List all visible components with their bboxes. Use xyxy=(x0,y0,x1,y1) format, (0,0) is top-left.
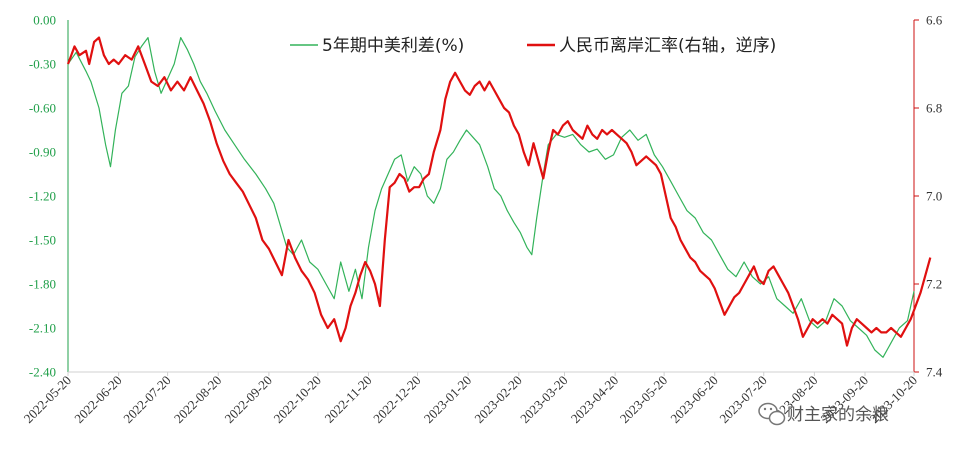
left-tick-label: -1.20 xyxy=(29,189,56,204)
x-tick-label: 2023-04-20 xyxy=(568,373,622,427)
x-tick-label: 2022-06-20 xyxy=(71,373,125,427)
left-tick-label: -0.60 xyxy=(29,101,56,116)
series-layer xyxy=(66,36,932,358)
cnh-series-line xyxy=(66,36,932,347)
x-tick-label: 2023-07-20 xyxy=(716,373,770,427)
x-tick-label: 2022-08-20 xyxy=(171,373,225,427)
left-axis-ticks: 0.00 -0.30 -0.60 -0.90 -1.20 -1.50 -1.80 -2.10 -… xyxy=(29,13,56,380)
legend-label-cnh: 人民币离岸汇率(右轴，逆序) xyxy=(559,36,776,56)
left-tick-label: -2.10 xyxy=(29,321,56,336)
right-axis-ticks: 6.6 6.8 7.0 7.2 7.4 xyxy=(914,13,943,380)
x-tick-label: 2023-05-20 xyxy=(617,373,671,427)
x-tick-label: 2023-02-20 xyxy=(471,373,525,427)
left-tick-label: 0.00 xyxy=(33,13,56,28)
legend-label-spread: 5年期中美利差(%) xyxy=(322,36,464,56)
left-tick-label: -0.30 xyxy=(29,57,56,72)
right-tick-label: 7.0 xyxy=(926,189,942,204)
left-tick-label: -1.50 xyxy=(29,233,56,248)
x-tick-label: 2022-07-20 xyxy=(120,373,174,427)
x-tick-label: 2022-12-20 xyxy=(370,373,424,427)
right-tick-label: 6.8 xyxy=(926,101,942,116)
x-tick-label: 2022-10-20 xyxy=(270,373,324,427)
left-tick-label: -2.40 xyxy=(29,365,56,380)
x-tick-label: 2023-01-20 xyxy=(421,373,475,427)
legend: 5年期中美利差(%) 人民币离岸汇率(右轴，逆序) xyxy=(290,36,776,56)
right-tick-label: 7.4 xyxy=(926,365,943,380)
x-tick-label: 2022-09-20 xyxy=(221,373,275,427)
left-tick-label: -1.80 xyxy=(29,277,56,292)
right-tick-label: 7.2 xyxy=(926,277,942,292)
watermark: 财主家的余粮 xyxy=(758,402,889,426)
watermark-text: 财主家的余粮 xyxy=(787,405,889,425)
spread-series-line xyxy=(67,36,915,358)
left-tick-label: -0.90 xyxy=(29,145,56,160)
x-tick-label: 2023-03-20 xyxy=(517,373,571,427)
right-tick-label: 6.6 xyxy=(926,13,943,28)
wechat-icon xyxy=(758,402,786,426)
x-tick-label: 2023-06-20 xyxy=(667,373,721,427)
x-tick-label: 2022-05-20 xyxy=(21,373,75,427)
x-tick-label: 2022-11-20 xyxy=(321,373,374,426)
